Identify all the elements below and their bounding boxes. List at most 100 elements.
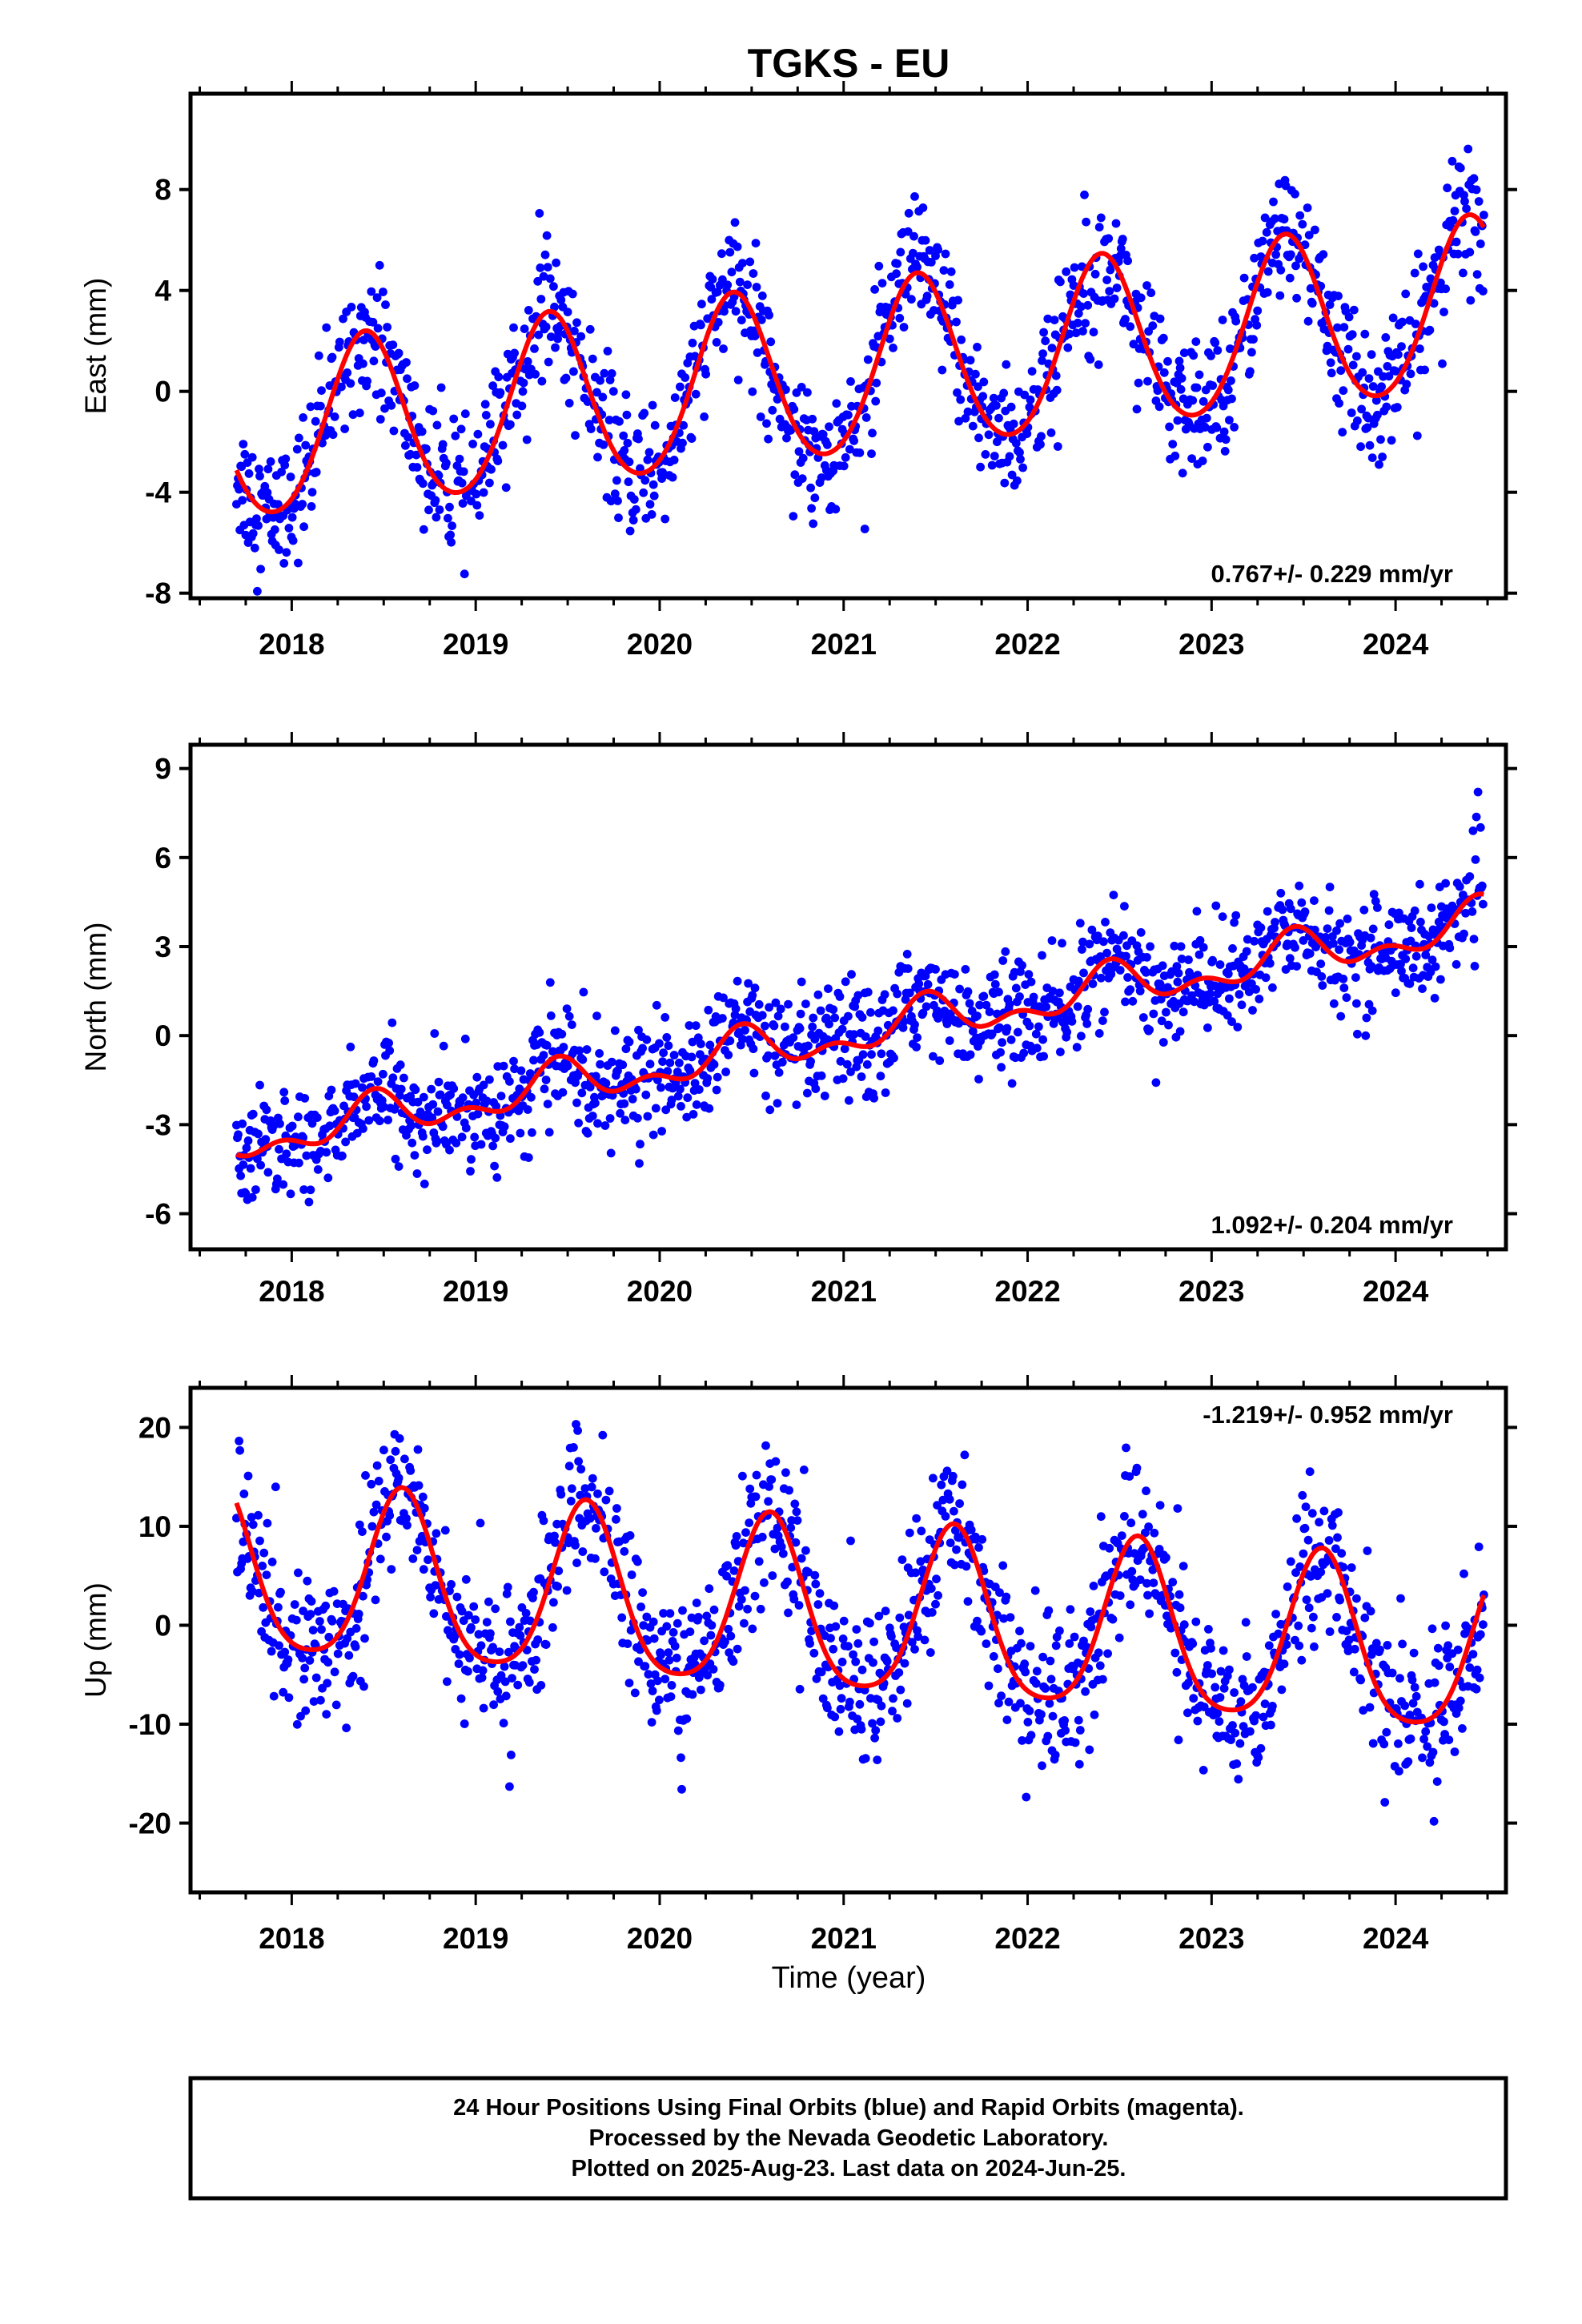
- east-data-point: [1480, 211, 1488, 219]
- up-data-point: [1254, 1753, 1263, 1763]
- north-data-point: [341, 1137, 350, 1147]
- north-data-point: [613, 1066, 622, 1076]
- north-data-point: [935, 1056, 945, 1065]
- up-data-point: [709, 1665, 718, 1674]
- north-data-point: [279, 1088, 289, 1097]
- east-data-point: [530, 344, 539, 353]
- up-data-point: [685, 1627, 695, 1636]
- up-data-point: [729, 1657, 738, 1667]
- up-data-point: [513, 1680, 523, 1690]
- north-data-point: [1026, 977, 1036, 987]
- up-data-point: [536, 1681, 546, 1690]
- up-data-point: [598, 1430, 608, 1440]
- east-data-point: [1384, 372, 1394, 381]
- east-data-point: [1394, 350, 1403, 360]
- up-data-point: [1114, 1633, 1124, 1642]
- up-data-point: [813, 1600, 823, 1609]
- north-data-point: [659, 1048, 668, 1058]
- east-data-point: [1002, 360, 1011, 369]
- up-data-point: [652, 1706, 661, 1715]
- up-data-point: [1439, 1717, 1448, 1727]
- up-data-point: [1465, 1663, 1475, 1672]
- east-data-point: [670, 393, 680, 402]
- up-data-point: [301, 1706, 311, 1715]
- north-data-point: [362, 1102, 371, 1112]
- up-data-point: [1175, 1603, 1185, 1613]
- up-data-point: [569, 1443, 578, 1452]
- north-data-point: [306, 1185, 315, 1195]
- east-data-point: [556, 296, 566, 304]
- east-data-point: [1371, 396, 1381, 405]
- north-data-point: [761, 1092, 770, 1100]
- up-data-point: [729, 1566, 739, 1575]
- north-data-point: [452, 1138, 461, 1148]
- east-data-point: [346, 379, 355, 388]
- east-data-point: [926, 258, 936, 267]
- up-data-point: [1294, 1621, 1303, 1630]
- east-data-point: [621, 390, 631, 400]
- up-data-point: [1038, 1761, 1046, 1771]
- up-data-point: [807, 1626, 816, 1635]
- up-data-point: [911, 1568, 920, 1578]
- east-data-point: [1239, 273, 1249, 283]
- north-data-point: [1162, 1007, 1170, 1017]
- up-data-point: [799, 1466, 809, 1474]
- north-data-point: [1345, 938, 1355, 947]
- north-data-point: [1039, 1051, 1048, 1061]
- east-frame: [188, 91, 1508, 601]
- east-data-point: [306, 402, 315, 412]
- east-data-point: [298, 500, 307, 509]
- north-data-point: [1460, 929, 1468, 939]
- up-data-point: [1095, 1661, 1105, 1671]
- up-data-point: [697, 1685, 705, 1695]
- north-data-point: [838, 1074, 848, 1084]
- east-data-point: [519, 378, 528, 388]
- east-xtick-label: 2021: [811, 628, 877, 661]
- north-data-point: [485, 1075, 494, 1084]
- up-data-point: [1017, 1638, 1026, 1648]
- north-data-point: [1367, 1006, 1377, 1015]
- east-data-point: [449, 414, 459, 424]
- north-data-point: [921, 971, 930, 981]
- north-data-point: [488, 1141, 497, 1151]
- up-data-point: [677, 1753, 685, 1763]
- east-data-point: [524, 306, 533, 315]
- east-data-point: [634, 434, 643, 444]
- up-data-point: [640, 1662, 650, 1671]
- east-data-point: [446, 530, 455, 540]
- up-data-point: [1379, 1739, 1389, 1749]
- up-data-point: [656, 1651, 665, 1659]
- north-data-point: [1093, 931, 1102, 940]
- north-data-point: [712, 1085, 721, 1095]
- east-data-point: [1177, 374, 1186, 383]
- north-data-point: [1151, 1078, 1161, 1088]
- up-data-point: [283, 1655, 293, 1664]
- north-data-point: [691, 1021, 701, 1031]
- north-data-point: [1058, 939, 1066, 948]
- up-data-point: [267, 1558, 277, 1566]
- east-data-point: [1198, 456, 1207, 465]
- north-data-point: [651, 1104, 661, 1113]
- up-data-point: [1319, 1506, 1329, 1516]
- up-data-point: [1085, 1745, 1094, 1755]
- east-data-point: [918, 203, 928, 212]
- up-data-point: [1316, 1567, 1326, 1577]
- up-data-point: [379, 1445, 388, 1455]
- east-data-point: [552, 258, 560, 267]
- north-data-point: [236, 1171, 245, 1180]
- up-data-point: [327, 1616, 337, 1626]
- up-data-point: [1408, 1699, 1418, 1708]
- east-data-point: [1276, 265, 1286, 275]
- east-data-point: [1412, 431, 1422, 440]
- up-data-point: [812, 1674, 821, 1683]
- east-data-point: [372, 293, 382, 303]
- up-data-point: [355, 1520, 364, 1530]
- north-data-point: [467, 1155, 476, 1164]
- up-data-point: [792, 1507, 801, 1517]
- north-data-point: [412, 1169, 422, 1178]
- east-data-point: [1094, 223, 1104, 232]
- up-data-point: [1359, 1706, 1368, 1715]
- up-data-point: [1405, 1711, 1415, 1719]
- east-data-point: [1456, 163, 1465, 173]
- up-data-point: [945, 1494, 954, 1504]
